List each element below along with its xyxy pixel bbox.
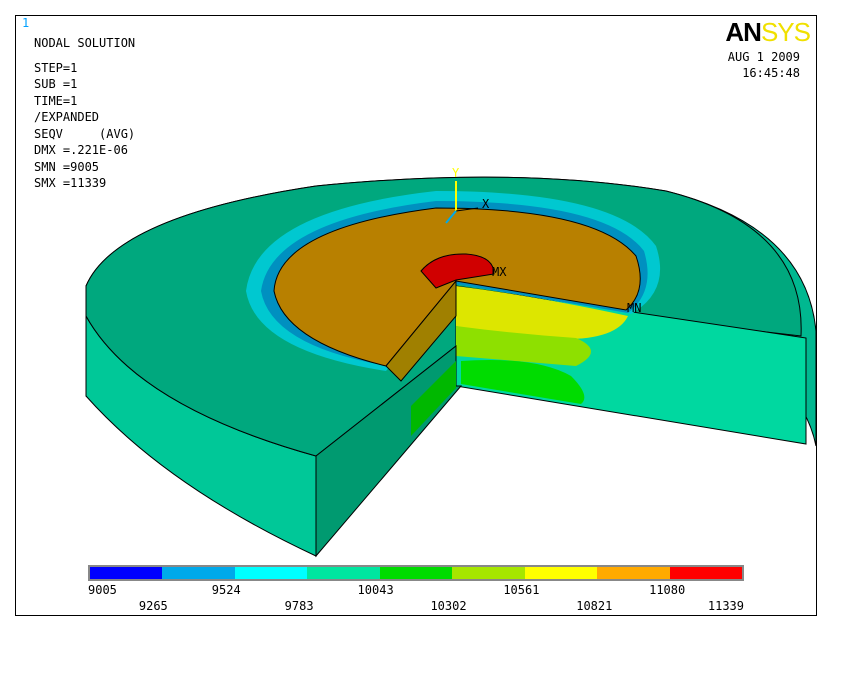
legend-value: 9265	[138, 599, 168, 613]
legend-value: 9524	[211, 583, 241, 597]
legend-labels: 9005 9265 9524 9783 10043 10302 10561 10821 1108…	[88, 581, 744, 615]
max-stress-region	[420, 253, 495, 289]
legend-value: 9005	[88, 583, 117, 597]
legend-value: 10821	[576, 599, 613, 613]
cut-face-left-green	[411, 361, 456, 436]
info-line: /EXPANDED	[34, 110, 100, 124]
date-text: AUG 1 2009	[727, 50, 800, 64]
ansys-logo: ANSYS	[725, 17, 811, 47]
legend-swatch	[669, 567, 742, 579]
legend-value: 10302	[430, 599, 467, 613]
inner-top-surface	[273, 207, 641, 367]
cut-face-right-green	[456, 326, 591, 366]
legend-swatch	[234, 567, 308, 579]
legend-swatch	[162, 567, 235, 579]
legend-value: 10043	[357, 583, 394, 597]
min-marker: MN	[627, 301, 641, 315]
cut-face-right-yellow	[456, 286, 628, 340]
legend-value: 10561	[503, 583, 540, 597]
contour-legend: 9005 9265 9524 9783 10043 10302 10561 10821 1108…	[88, 565, 744, 615]
legend-value: 11080	[649, 583, 686, 597]
inner-cut-face	[385, 279, 457, 382]
info-line: SUB =1	[34, 77, 78, 91]
max-marker: MX	[492, 265, 507, 279]
info-line: DMX =.221E-06	[34, 143, 128, 157]
stress-contour-model[interactable]: Y X MX MN	[16, 16, 816, 616]
timestamp: AUG 1 2009 16:45:48	[728, 49, 800, 81]
legend-swatch	[90, 567, 163, 579]
info-line: SMX =11339	[34, 176, 107, 190]
legend-swatch	[452, 567, 525, 579]
legend-swatch	[379, 567, 453, 579]
legend-swatch	[597, 567, 670, 579]
triad-y-label: Y	[452, 166, 460, 180]
legend-swatch	[524, 567, 598, 579]
info-line: TIME=1	[34, 93, 78, 108]
cut-face-right-green2	[461, 360, 585, 404]
plot-title: NODAL SOLUTION	[34, 36, 136, 50]
info-line: STEP=1	[34, 60, 78, 75]
legend-color-bar	[88, 565, 744, 581]
info-line: SMN =9005	[34, 159, 100, 174]
time-text: 16:45:48	[742, 66, 800, 80]
solution-info: NODAL SOLUTION STEP=1 SUB =1 TIME=1 /EXP…	[34, 35, 135, 192]
triad-x-label: X	[482, 197, 490, 211]
triad-x-axis	[455, 207, 479, 212]
window-number: 1	[22, 16, 30, 30]
graphics-window[interactable]: 1 NODAL SOLUTION STEP=1 SUB =1 TIME=1 /E…	[15, 15, 817, 616]
legend-swatch	[307, 567, 380, 579]
info-line: SEQV (AVG)	[34, 126, 136, 141]
triad-z-axis	[445, 210, 457, 224]
legend-value: 9783	[284, 599, 314, 613]
legend-value: 11339	[707, 599, 744, 613]
